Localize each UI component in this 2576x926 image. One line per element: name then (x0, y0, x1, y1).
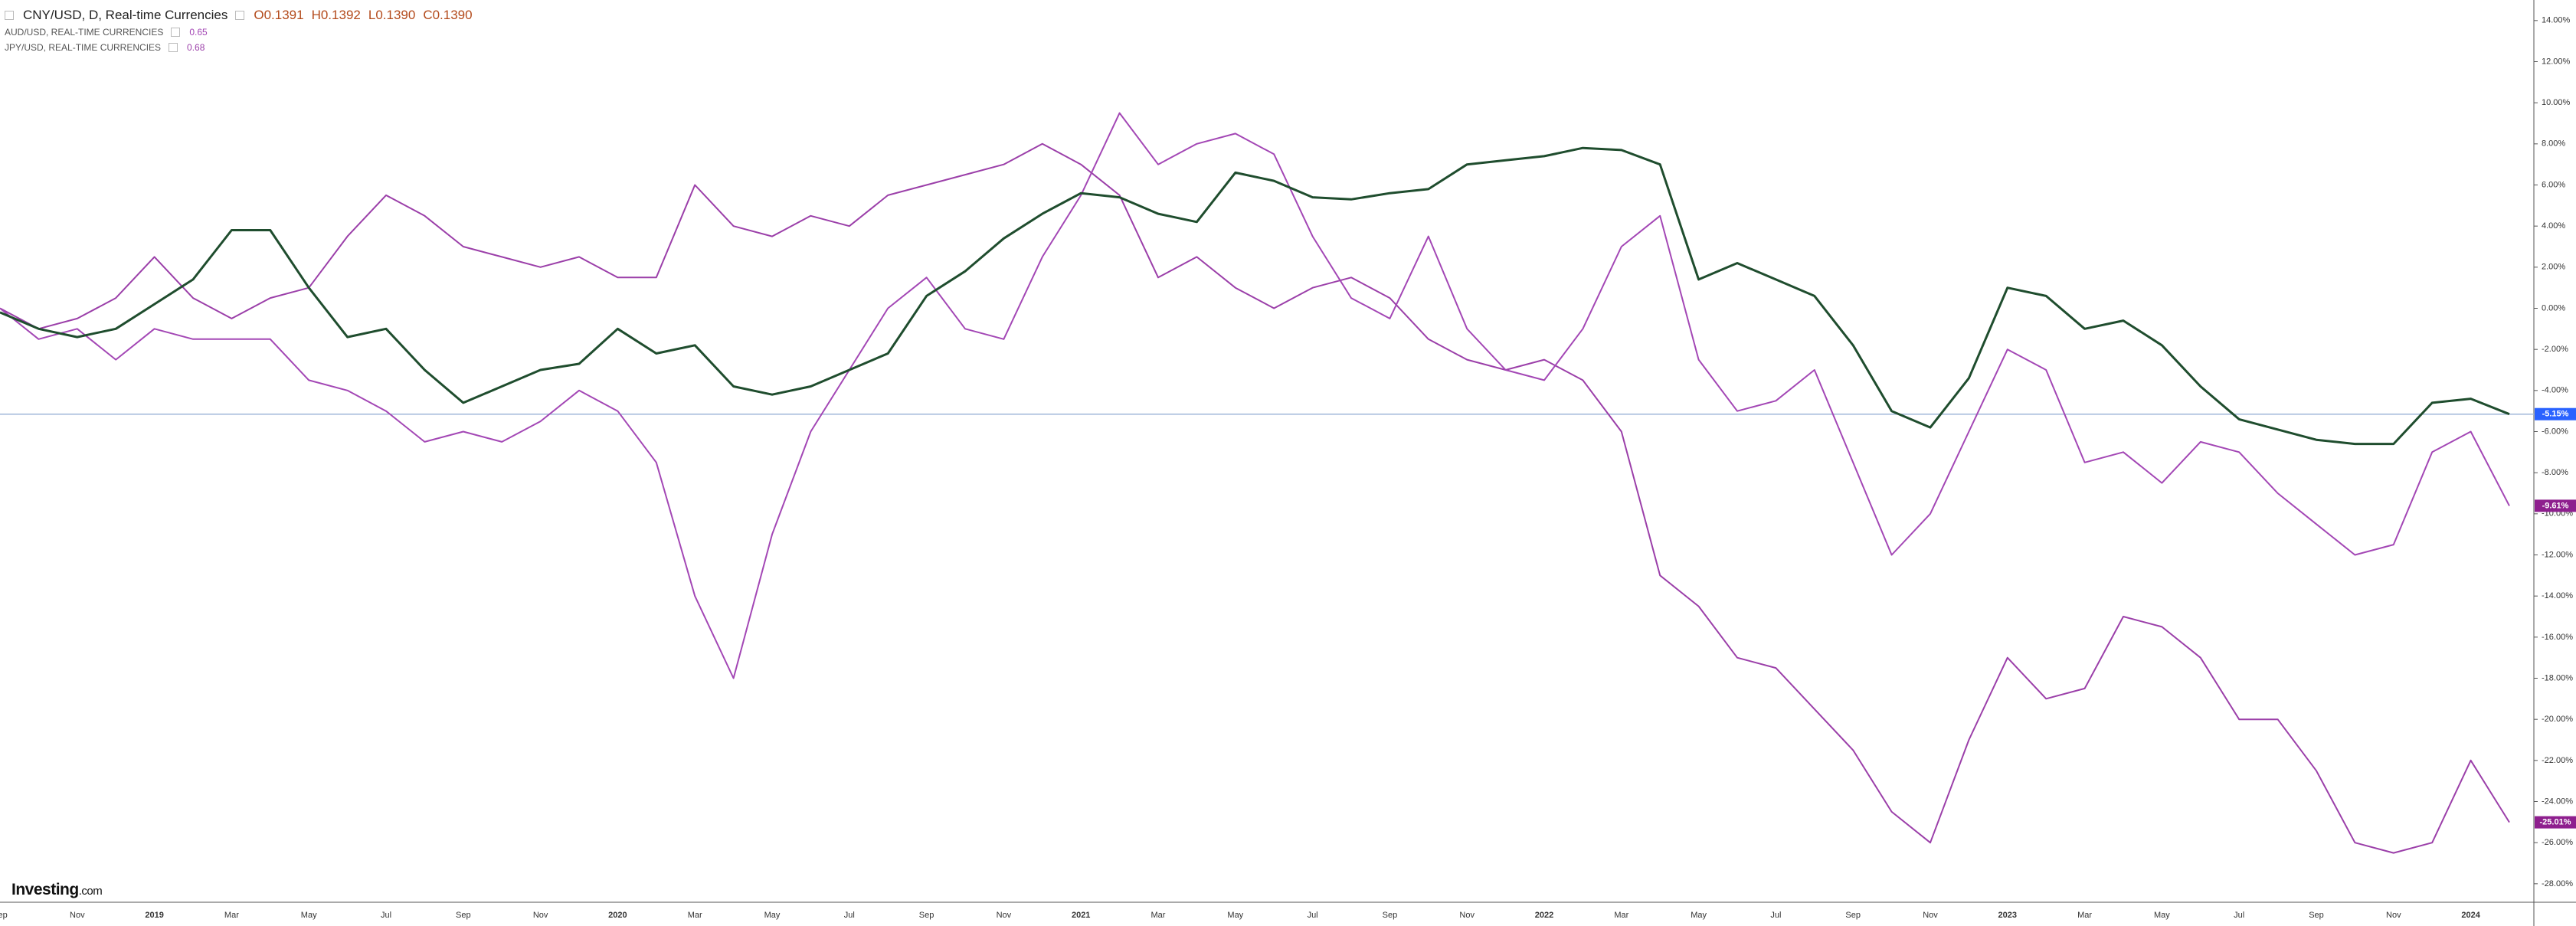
y-tick-label: -26.00% (2542, 838, 2573, 847)
x-tick-label: 2024 (2461, 911, 2480, 920)
ohlc: O0.1391 (254, 8, 304, 22)
x-tick-label: Sep (1383, 911, 1398, 920)
y-tick-label: 12.00% (2542, 57, 2571, 66)
x-tick-label: Jul (1308, 911, 1318, 920)
series-name: CNY/USD, D, Real-time Currencies (23, 8, 228, 22)
x-tick-label: Nov (70, 911, 85, 920)
y-tick-label: -8.00% (2542, 468, 2568, 477)
x-tick-label: Nov (533, 911, 548, 920)
ohlc: C0.1390 (423, 8, 473, 22)
y-tick-label: -14.00% (2542, 591, 2573, 600)
x-tick-label: Jul (1770, 911, 1781, 920)
x-tick-label: Nov (1459, 911, 1475, 920)
x-tick-label: Mar (1151, 911, 1166, 920)
series-name: AUD/USD, REAL-TIME CURRENCIES (5, 27, 164, 38)
series-line (0, 112, 2510, 679)
x-tick-label: May (764, 911, 781, 920)
x-tick-label: Nov (997, 911, 1012, 920)
y-tick-label: 14.00% (2542, 16, 2571, 25)
y-tick-label: 4.00% (2542, 221, 2565, 231)
x-tick-label: Mar (224, 911, 239, 920)
y-tick-label: -12.00% (2542, 550, 2573, 559)
x-tick-label: May (301, 911, 317, 920)
legend-row: AUD/USD, REAL-TIME CURRENCIES 0.65 (5, 25, 473, 40)
x-tick-label: Jul (2234, 911, 2244, 920)
y-tick-label: 0.00% (2542, 303, 2565, 312)
y-tick-label: -2.00% (2542, 345, 2568, 354)
x-tick-label: 2020 (608, 911, 627, 920)
logo-suffix: .com (78, 885, 103, 898)
x-tick-label: Sep (919, 911, 934, 920)
price-tag (2535, 407, 2576, 420)
series (0, 112, 2510, 679)
x-tick-label: May (2154, 911, 2170, 920)
series (0, 146, 2510, 446)
x-tick-label: Sep (456, 911, 471, 920)
series-name: JPY/USD, REAL-TIME CURRENCIES (5, 42, 162, 53)
y-tick-label: -28.00% (2542, 879, 2573, 888)
x-tick-label: Nov (2386, 911, 2401, 920)
logo: Investing.com (11, 881, 103, 899)
y-tick-label: -20.00% (2542, 715, 2573, 724)
x-tick-label: Mar (2077, 911, 2092, 920)
x-tick-label: Jul (381, 911, 391, 920)
x-tick-label: Mar (688, 911, 702, 920)
x-tick-label: Jul (844, 911, 855, 920)
x-tick-label: Nov (1923, 911, 1938, 920)
y-tick-label: 8.00% (2542, 139, 2565, 149)
logo-brand: Investing (11, 881, 79, 898)
series-price: 0.65 (189, 27, 208, 38)
legend-row: CNY/USD, D, Real-time Currencies O0.1391… (5, 6, 473, 25)
x-tick-label: May (1691, 911, 1707, 920)
price-tag (2535, 499, 2576, 512)
icon (5, 11, 14, 20)
x-tick-label: Sep (0, 911, 8, 920)
y-tick-label: -16.00% (2542, 633, 2573, 642)
price-tag (2535, 816, 2576, 829)
icon (169, 43, 178, 52)
series-line (0, 146, 2510, 446)
ohlc: H0.1392 (311, 8, 361, 22)
x-tick-label: May (1227, 911, 1243, 920)
x-tick-label: 2021 (1072, 911, 1090, 920)
y-tick-label: 6.00% (2542, 180, 2565, 189)
y-tick-label: -22.00% (2542, 756, 2573, 765)
price-tag-label: -5.15% (2542, 410, 2569, 419)
ohlc: L0.1390 (368, 8, 416, 22)
x-tick-label: 2019 (145, 911, 163, 920)
price-tag-label: -25.01% (2540, 818, 2571, 827)
series-line (0, 142, 2510, 854)
x-tick-label: Sep (2309, 911, 2324, 920)
legend: CNY/USD, D, Real-time Currencies O0.1391… (5, 6, 473, 55)
series (0, 142, 2510, 854)
y-tick-label: 10.00% (2542, 98, 2571, 107)
y-tick-label: -4.00% (2542, 386, 2568, 395)
y-tick-label: -18.00% (2542, 673, 2573, 682)
y-tick-label: 2.00% (2542, 263, 2565, 272)
y-tick-label: -6.00% (2542, 427, 2568, 436)
x-tick-label: Mar (1614, 911, 1628, 920)
price-tag-label: -9.61% (2542, 501, 2569, 510)
y-tick-label: -24.00% (2542, 797, 2573, 806)
legend-row: JPY/USD, REAL-TIME CURRENCIES 0.68 (5, 40, 473, 55)
icon (171, 28, 181, 37)
x-tick-label: 2023 (1998, 911, 2017, 920)
series-price: 0.68 (187, 42, 205, 53)
icon (235, 11, 245, 20)
x-tick-label: 2022 (1535, 911, 1553, 920)
x-tick-label: Sep (1845, 911, 1861, 920)
